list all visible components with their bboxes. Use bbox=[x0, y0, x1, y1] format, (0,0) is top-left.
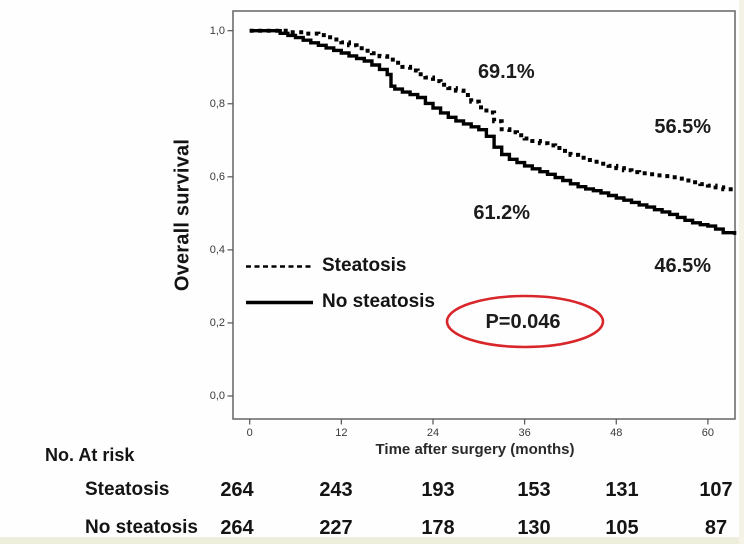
risk-value: 178 bbox=[421, 517, 455, 539]
x-tick-label: 12 bbox=[335, 427, 348, 439]
annotation-5yr-steatosis: 56.5% bbox=[654, 116, 712, 139]
x-tick-label: 36 bbox=[518, 427, 531, 439]
risk-value: 105 bbox=[605, 517, 639, 539]
x-tick-label: 24 bbox=[426, 427, 440, 439]
y-tick-label: 0,2 bbox=[209, 316, 225, 329]
risk-value: 131 bbox=[605, 479, 639, 501]
risk-value: 264 bbox=[220, 479, 254, 501]
risk-value: 107 bbox=[699, 479, 733, 501]
bottom-edge-strip bbox=[0, 537, 744, 544]
risk-value: 264 bbox=[220, 517, 254, 539]
x-tick-label: 60 bbox=[701, 427, 715, 439]
p-value-label: P=0.046 bbox=[485, 311, 561, 333]
y-tick-label: 1,0 bbox=[209, 24, 225, 37]
plot-border bbox=[232, 10, 736, 420]
annotation-5yr-no-steatosis: 46.5% bbox=[654, 254, 712, 277]
x-axis-title: Time after surgery (months) bbox=[375, 441, 575, 458]
right-edge-strip bbox=[739, 0, 744, 544]
risk-value: 87 bbox=[704, 517, 728, 539]
x-tick-label: 48 bbox=[610, 427, 623, 439]
x-tick-label: 0 bbox=[246, 427, 253, 439]
risk-value: 227 bbox=[319, 517, 353, 539]
curve-steatosis bbox=[249, 28, 737, 192]
risk-value: 193 bbox=[421, 479, 455, 501]
annotation-3yr-steatosis: 69.1% bbox=[477, 60, 535, 83]
legend-label-no-steatosis: No steatosis bbox=[322, 291, 435, 312]
risk-value: 130 bbox=[517, 517, 551, 539]
risk-row-label-no-steatosis: No steatosis bbox=[85, 517, 198, 538]
legend-label-steatosis: Steatosis bbox=[322, 255, 407, 276]
y-axis-title: Overall survival bbox=[171, 138, 194, 292]
curve-no-steatosis bbox=[249, 29, 737, 235]
risk-row-label-steatosis: Steatosis bbox=[85, 479, 170, 500]
y-tick-label: 0,0 bbox=[209, 390, 225, 402]
y-tick-label: 0,8 bbox=[209, 97, 225, 110]
risk-table-heading: No. At risk bbox=[45, 445, 135, 465]
risk-value: 153 bbox=[517, 479, 551, 501]
y-tick-label: 0,6 bbox=[209, 170, 225, 183]
p-value-circle bbox=[445, 294, 605, 349]
annotation-3yr-no-steatosis: 61.2% bbox=[473, 202, 531, 225]
risk-value: 243 bbox=[319, 479, 353, 501]
y-tick-label: 0,4 bbox=[209, 243, 225, 256]
